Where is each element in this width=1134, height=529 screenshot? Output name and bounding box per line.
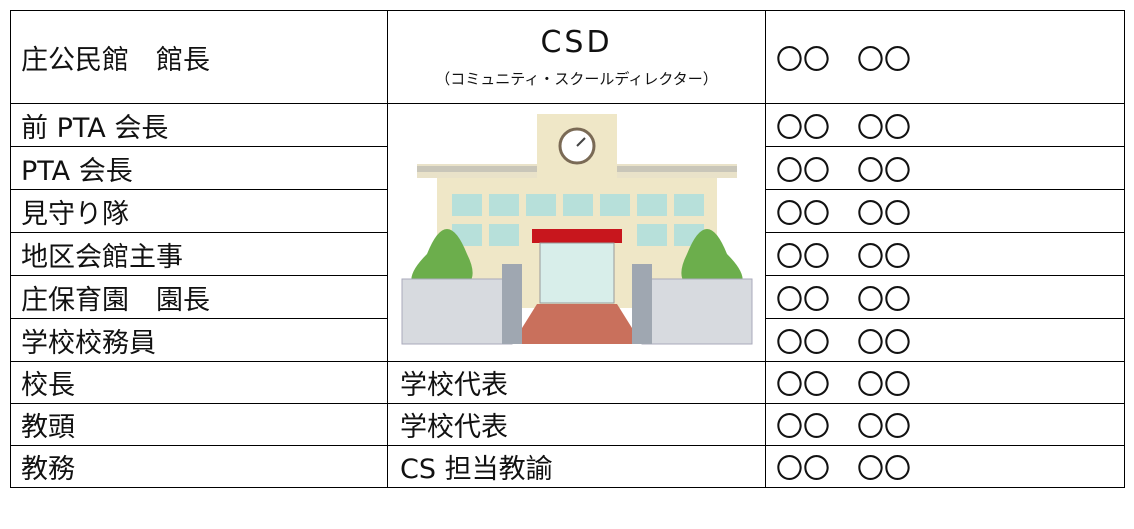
title: 学校代表	[387, 361, 766, 404]
school-image	[401, 114, 752, 345]
role: 前 PTA 会長	[10, 103, 388, 147]
role: 庄保育園 園長	[10, 275, 388, 319]
name: 〇〇 〇〇	[765, 275, 1125, 319]
name: 〇〇 〇〇	[765, 189, 1125, 233]
row: 校長 学校代表 〇〇 〇〇	[10, 361, 1125, 404]
row: 教頭 学校代表 〇〇 〇〇	[10, 403, 1125, 446]
role: 見守り隊	[10, 189, 388, 233]
row: 地区会館主事 〇〇 〇〇	[10, 232, 1125, 276]
role: 地区会館主事	[10, 232, 388, 276]
name: 〇〇 〇〇	[765, 445, 1125, 488]
role: 教務	[10, 445, 388, 488]
row: 見守り隊 〇〇 〇〇	[10, 189, 1125, 233]
row: 学校校務員 〇〇 〇〇	[10, 318, 1125, 362]
title: CS 担当教諭	[387, 445, 766, 488]
row: 前 PTA 会長 〇〇 〇〇	[10, 103, 1125, 362]
school-illustration	[387, 103, 766, 362]
name: 〇〇 〇〇	[765, 403, 1125, 446]
name: 〇〇 〇〇	[765, 103, 1125, 147]
row: 教務 CS 担当教諭 〇〇 〇〇	[10, 445, 1125, 488]
title: CSD	[540, 25, 613, 60]
name: 〇〇 〇〇	[765, 361, 1125, 404]
title: 学校代表	[387, 403, 766, 446]
role: 校長	[10, 361, 388, 404]
title-note: （コミュニティ・スクールディレクター）	[435, 70, 718, 88]
title-cell: CSD （コミュニティ・スクールディレクター）	[387, 10, 766, 104]
role: 庄公民館 館長	[10, 10, 388, 104]
name: 〇〇 〇〇	[765, 146, 1125, 190]
name: 〇〇 〇〇	[765, 318, 1125, 362]
role: 学校校務員	[10, 318, 388, 362]
member-table: 庄公民館 館長 CSD （コミュニティ・スクールディレクター） 〇〇 〇〇 前 …	[10, 10, 1125, 488]
name: 〇〇 〇〇	[765, 10, 1125, 104]
role: 教頭	[10, 403, 388, 446]
row: PTA 会長 〇〇 〇〇	[10, 146, 1125, 190]
name: 〇〇 〇〇	[765, 232, 1125, 276]
role: PTA 会長	[10, 146, 388, 190]
row: 庄公民館 館長 CSD （コミュニティ・スクールディレクター） 〇〇 〇〇	[10, 10, 1125, 104]
